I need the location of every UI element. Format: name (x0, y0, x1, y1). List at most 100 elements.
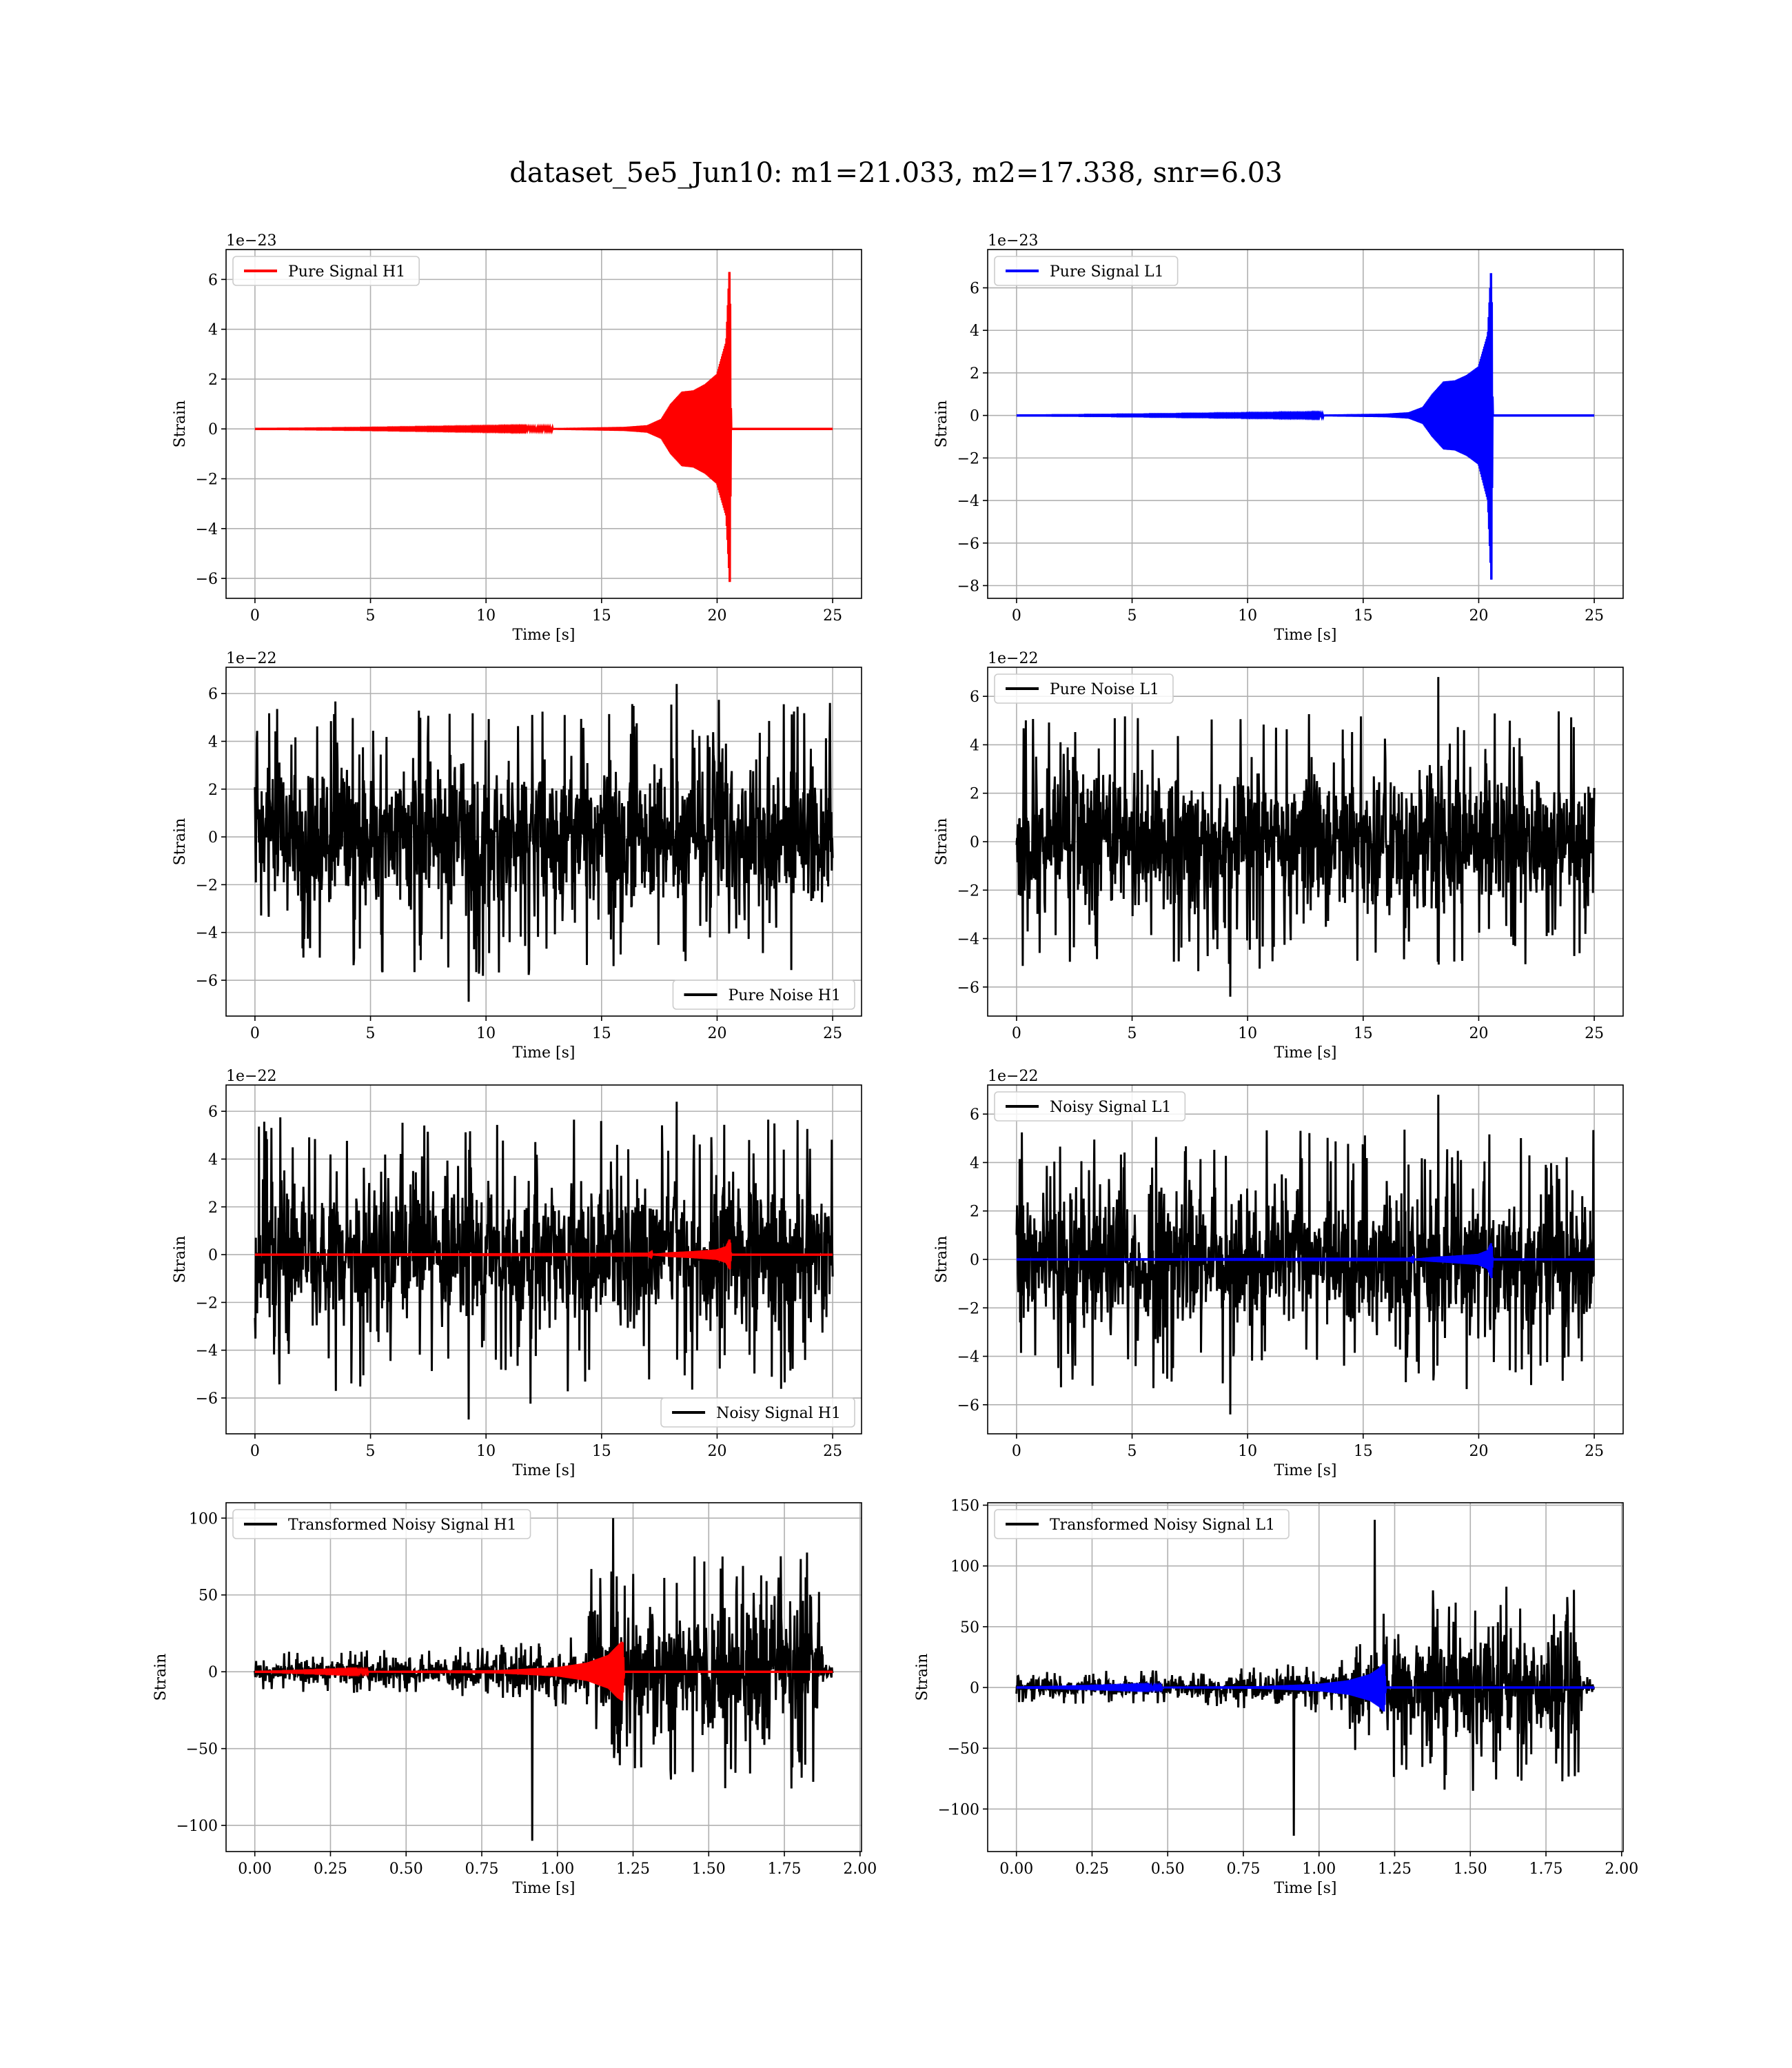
legend-box (232, 256, 420, 286)
y-tick-label: 6 (208, 272, 218, 289)
y-tick-label: 100 (189, 1510, 218, 1528)
y-tick-label: −2 (957, 1300, 979, 1317)
x-axis-label: Time [s] (1274, 1462, 1336, 1479)
y-tick-label: −2 (196, 1295, 218, 1312)
x-tick-label: 25 (1585, 1025, 1604, 1042)
y-tick-label: 150 (950, 1498, 979, 1515)
axes-frame (225, 1084, 862, 1435)
x-axis-label: Time [s] (512, 1880, 575, 1897)
y-tick-label: −6 (957, 536, 979, 553)
x-tick-label: 0 (1012, 607, 1021, 625)
y-tick-label: −6 (957, 1397, 979, 1415)
y-axis-label: Strain (172, 1236, 189, 1284)
series-line-transformed-noisy-signal-h1 (254, 1518, 834, 1841)
x-tick-label: 25 (1585, 1443, 1604, 1460)
x-tick-label: 10 (476, 607, 496, 625)
panel-row2-right: 0 5 10 15 20 25 −6 −4 −2 0 2 4 6 Time [s] Strain 1e−22 P… (933, 650, 1624, 1062)
offset-label: 1e−22 (226, 1068, 276, 1085)
y-axis-label: Strain (172, 818, 189, 866)
series-line-noisy-signal-h1 (254, 1102, 834, 1420)
x-tick-label: 20 (707, 1443, 726, 1460)
legend-label: Pure Signal H1 (288, 263, 405, 281)
legend-box (994, 256, 1179, 286)
y-tick-label: 0 (970, 834, 979, 851)
y-tick-label: 0 (208, 829, 218, 847)
x-axis-label: Time [s] (1274, 1880, 1336, 1897)
series-line-overlay-1 (1016, 1663, 1595, 1712)
series-line-pure-noise-h1 (254, 684, 834, 1002)
y-tick-label: −2 (957, 882, 979, 900)
y-tick-label: 100 (950, 1559, 979, 1576)
panel-row2-left: 0 5 10 15 20 25 −6 −4 −2 0 2 4 6 Time [s] Strain 1e−22 P… (172, 650, 862, 1062)
legend: Transformed Noisy Signal L1 (994, 1509, 1290, 1539)
x-tick-label: 0.00 (999, 1861, 1033, 1878)
legend: Pure Signal L1 (994, 256, 1179, 286)
legend: Pure Noise H1 (672, 980, 855, 1010)
y-axis-label: Strain (933, 401, 950, 448)
y-tick-label: 6 (970, 689, 979, 706)
x-tick-label: 20 (1469, 1443, 1488, 1460)
series-line-transformed-noisy-signal-l1 (1015, 1519, 1596, 1836)
x-tick-label: 0 (250, 1025, 260, 1042)
panel-top-left: 0 5 10 15 20 25 −6 −4 −2 0 2 4 6 Time [s] Strain 1e−23 P… (172, 232, 862, 644)
y-tick-label: −6 (196, 1390, 218, 1408)
y-tick-label: −8 (957, 578, 979, 595)
x-tick-label: 1.50 (692, 1861, 726, 1878)
series-line-pure-signal-h1 (254, 272, 833, 582)
x-tick-label: 25 (823, 1025, 842, 1042)
x-tick-label: 2.00 (1605, 1861, 1638, 1878)
x-tick-label: 10 (476, 1025, 496, 1042)
offset-label: 1e−23 (988, 232, 1038, 250)
x-tick-label: 15 (592, 1025, 611, 1042)
y-tick-label: 50 (960, 1619, 979, 1636)
offset-label: 1e−22 (988, 650, 1038, 667)
series-line-overlay-1 (1016, 1243, 1595, 1279)
axes-frame (225, 1502, 862, 1852)
x-tick-label: 20 (1469, 607, 1488, 625)
y-tick-label: 2 (970, 365, 979, 383)
y-tick-label: −4 (957, 931, 979, 949)
offset-label: 1e−22 (988, 1068, 1038, 1085)
x-tick-label: 1.50 (1454, 1861, 1487, 1878)
y-tick-label: 6 (970, 281, 979, 298)
series-line-overlay-1 (254, 1239, 833, 1270)
y-tick-label: 2 (208, 782, 218, 799)
x-tick-label: 5 (366, 1443, 376, 1460)
x-tick-label: 0.50 (1151, 1861, 1185, 1878)
y-tick-label: −4 (196, 925, 218, 942)
x-axis-label: Time [s] (1274, 627, 1336, 644)
x-tick-label: 1.00 (1302, 1861, 1336, 1878)
legend-box (660, 1397, 855, 1428)
y-tick-label: −100 (938, 1801, 979, 1818)
x-tick-label: 25 (823, 1443, 842, 1460)
legend-box (994, 1091, 1186, 1122)
y-tick-label: −4 (196, 1343, 218, 1360)
x-axis-label: Time [s] (512, 627, 575, 644)
x-tick-label: 5 (1128, 1443, 1137, 1460)
legend-box (232, 1509, 531, 1539)
x-tick-label: 0 (1012, 1025, 1021, 1042)
x-tick-label: 1.75 (768, 1861, 802, 1878)
y-axis-label: Strain (172, 401, 189, 448)
x-tick-label: 15 (592, 1443, 611, 1460)
y-tick-label: 0 (970, 408, 979, 425)
x-axis-label: Time [s] (512, 1044, 575, 1062)
panel-top-right: 0 5 10 15 20 25 −8 −6 −4 −2 0 2 4 6 Time [s] Strain 1e−2… (933, 232, 1624, 644)
y-tick-label: −100 (176, 1818, 218, 1835)
x-tick-label: 0.75 (1227, 1861, 1261, 1878)
x-tick-label: 1.00 (540, 1861, 574, 1878)
y-tick-label: 2 (208, 1199, 218, 1217)
x-tick-label: 10 (476, 1443, 496, 1460)
y-tick-label: 6 (208, 1104, 218, 1121)
panel-bottom-right: 0.00 0.25 0.50 0.75 1.00 1.25 1.50 1.75 2.00 −100… (914, 1498, 1638, 1897)
legend-box (672, 980, 855, 1010)
x-tick-label: 1.75 (1529, 1861, 1563, 1878)
axes-frame (225, 249, 862, 599)
y-tick-label: −2 (196, 877, 218, 894)
x-tick-label: 20 (1469, 1025, 1488, 1042)
x-tick-label: 5 (366, 1025, 376, 1042)
x-tick-label: 2.00 (843, 1861, 877, 1878)
x-tick-label: 0.50 (389, 1861, 423, 1878)
x-tick-label: 0.25 (314, 1861, 347, 1878)
